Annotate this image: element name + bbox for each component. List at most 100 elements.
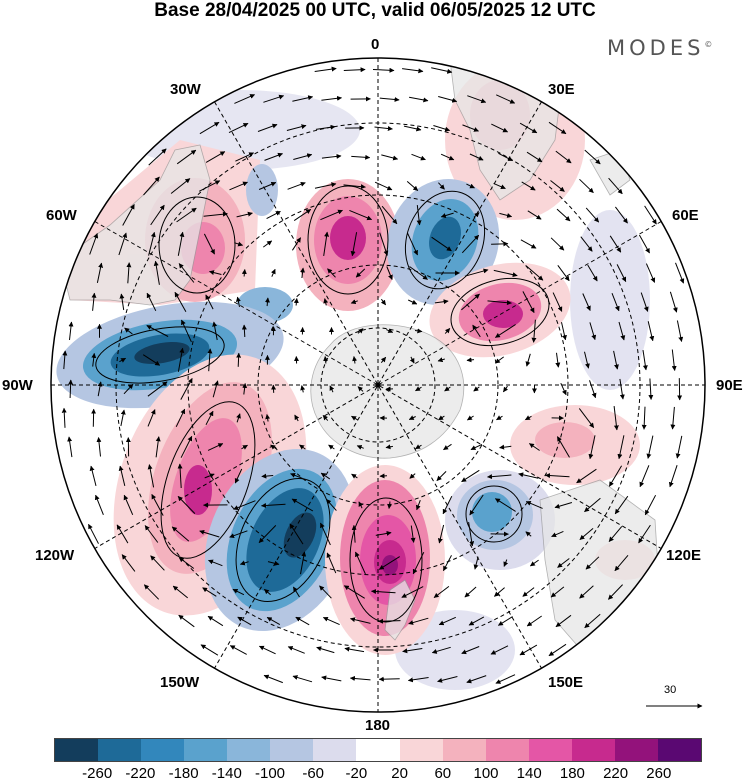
wind-vector <box>555 352 561 368</box>
anomaly-field <box>56 59 661 690</box>
wind-vector <box>525 265 544 281</box>
wind-vector <box>415 444 422 450</box>
anomaly-ross-sea <box>204 448 356 632</box>
wind-vector <box>237 616 252 626</box>
wind-vector <box>639 465 650 488</box>
wind-vector <box>205 294 214 310</box>
contour-lines <box>95 185 550 623</box>
colorbar-tick-label: 140 <box>516 765 542 782</box>
wind-vector <box>608 177 623 195</box>
wind-vector <box>371 589 396 594</box>
lon-label-30w: 30W <box>170 81 201 98</box>
wind-vector <box>642 350 648 371</box>
wind-vector <box>123 494 134 515</box>
wind-vector <box>588 435 596 460</box>
wind-vector <box>557 558 570 568</box>
wind-vector <box>349 676 371 681</box>
wind-vector <box>350 617 371 624</box>
wind-vector <box>524 415 532 421</box>
wind-vector <box>200 644 219 656</box>
wind-vector <box>646 435 654 459</box>
wind-vector <box>270 268 276 277</box>
wind-vector <box>228 122 249 134</box>
wind-vector <box>675 435 683 459</box>
wind-vector <box>495 94 516 104</box>
wind-vector <box>491 241 509 247</box>
wind-vector <box>266 616 281 626</box>
wind-vector <box>519 122 538 134</box>
wind-vector <box>177 231 185 256</box>
wind-vector <box>614 495 629 515</box>
wind-vector <box>461 293 480 311</box>
wind-vector <box>270 444 277 450</box>
wind-vector <box>414 328 423 334</box>
colorbar-swatch-11 <box>528 739 572 761</box>
wind-vector <box>314 182 337 189</box>
wind-vector <box>258 645 276 655</box>
wind-vector <box>491 123 509 133</box>
wind-vector <box>433 125 451 132</box>
colorbar-tick-label: 20 <box>391 765 408 782</box>
wind-vector <box>289 523 304 545</box>
wind-vector <box>264 297 270 307</box>
wind-vector <box>327 268 336 278</box>
wind-vector <box>407 299 418 305</box>
wind-vector <box>321 153 342 159</box>
wind-vector <box>520 239 537 249</box>
wind-vector <box>499 212 513 218</box>
wind-vector <box>150 204 165 226</box>
wind-vector <box>555 614 572 628</box>
wind-vector <box>351 154 371 160</box>
wind-vector <box>560 382 567 396</box>
lon-label-60w: 60W <box>46 207 77 224</box>
wind-vector <box>242 383 248 395</box>
wind-vector <box>263 674 283 684</box>
wind-vector <box>582 293 591 311</box>
wind-vector <box>123 383 134 395</box>
wind-vector <box>551 530 564 538</box>
wind-vector <box>170 178 191 194</box>
wind-vector <box>461 469 480 483</box>
wind-vector <box>554 502 573 509</box>
wind-vector <box>525 501 543 509</box>
wind-vector <box>472 324 481 338</box>
wind-vector <box>496 415 503 421</box>
wind-vector <box>61 407 67 428</box>
wind-vector <box>96 437 102 457</box>
wind-vector <box>614 554 629 572</box>
wind-vector <box>212 321 218 341</box>
wind-vector <box>525 531 532 537</box>
wind-vector <box>548 121 567 135</box>
wind-vector <box>415 386 422 392</box>
wind-vector <box>611 293 620 312</box>
wind-vector <box>589 380 597 399</box>
wind-vector <box>584 497 601 513</box>
wind-vector <box>464 586 477 598</box>
wind-vector <box>431 67 453 74</box>
wind-vector <box>258 525 277 543</box>
wind-vector <box>287 181 306 190</box>
wind-vector <box>119 293 125 311</box>
wind-vector <box>118 232 128 256</box>
colorbar-tick-label: 180 <box>559 765 585 782</box>
wind-vector <box>97 381 103 397</box>
wind-vector <box>355 551 366 575</box>
wind-vector <box>286 124 307 131</box>
wind-vector <box>402 68 424 74</box>
wind-vector <box>320 472 331 480</box>
wind-vector <box>94 494 104 515</box>
wind-vector <box>148 231 156 256</box>
wind-vector <box>493 182 506 190</box>
lon-label-30e: 30E <box>548 81 575 98</box>
map-border <box>50 57 706 713</box>
colorbar-tick-label: 100 <box>473 765 499 782</box>
wind-vector <box>68 321 74 341</box>
wind-vector <box>176 207 197 223</box>
wind-vector <box>473 386 480 392</box>
wind-vector <box>199 121 220 135</box>
wind-vector <box>234 94 256 104</box>
wind-vector <box>234 468 243 484</box>
wind-vector <box>68 379 74 399</box>
lon-label-0: 0 <box>371 36 380 53</box>
lon-label-150e: 150E <box>548 674 584 691</box>
